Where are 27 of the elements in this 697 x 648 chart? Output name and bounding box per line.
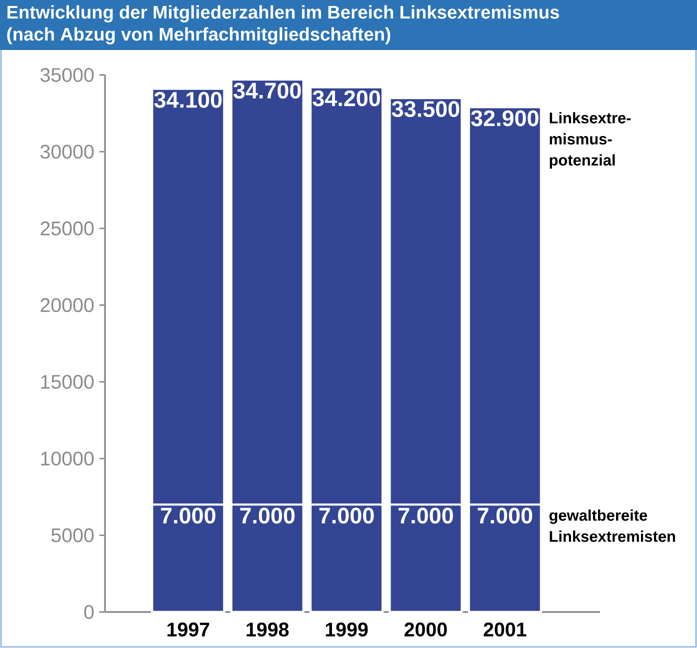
total-label: 34.700 bbox=[233, 82, 301, 99]
y-tick-label: 5000 bbox=[51, 528, 94, 542]
data-label: 7.000 bbox=[478, 508, 532, 524]
total-label: 32.900 bbox=[471, 110, 538, 126]
series-label: gewaltbereite Linksextremisten bbox=[549, 509, 676, 542]
chart-title: Entwicklung der Mitgliederzahlen im Bereich Linksextremismus bbox=[8, 5, 560, 22]
data-label: 7.000 bbox=[398, 508, 453, 524]
x-tick-label: 2001 bbox=[484, 622, 526, 637]
y-tick-label: 0 bbox=[84, 605, 94, 619]
y-tick-label: 35000 bbox=[40, 68, 94, 82]
data-label: 7.000 bbox=[319, 508, 374, 524]
data-label: 7.000 bbox=[160, 508, 216, 524]
x-tick-label: 1998 bbox=[246, 622, 289, 637]
x-tick-label: 1999 bbox=[326, 622, 368, 637]
total-label: 34.100 bbox=[154, 92, 222, 108]
data-label: 7.000 bbox=[240, 508, 295, 524]
y-tick-label: 25000 bbox=[40, 221, 94, 236]
x-tick-label: 2000 bbox=[404, 622, 447, 637]
total-label: 33.500 bbox=[392, 101, 460, 118]
y-tick-label: 20000 bbox=[40, 298, 94, 312]
x-tick-label: 1997 bbox=[168, 622, 210, 637]
chart-subtitle: (nach Abzug von Mehrfachmitgliedschaften) bbox=[7, 27, 390, 44]
y-tick-label: 10000 bbox=[41, 452, 94, 466]
series-label: Linksextre- mismus- potenzial bbox=[550, 112, 631, 169]
y-tick-label: 15000 bbox=[41, 374, 94, 389]
y-tick-label: 30000 bbox=[40, 144, 94, 159]
total-label: 34.200 bbox=[312, 90, 380, 106]
